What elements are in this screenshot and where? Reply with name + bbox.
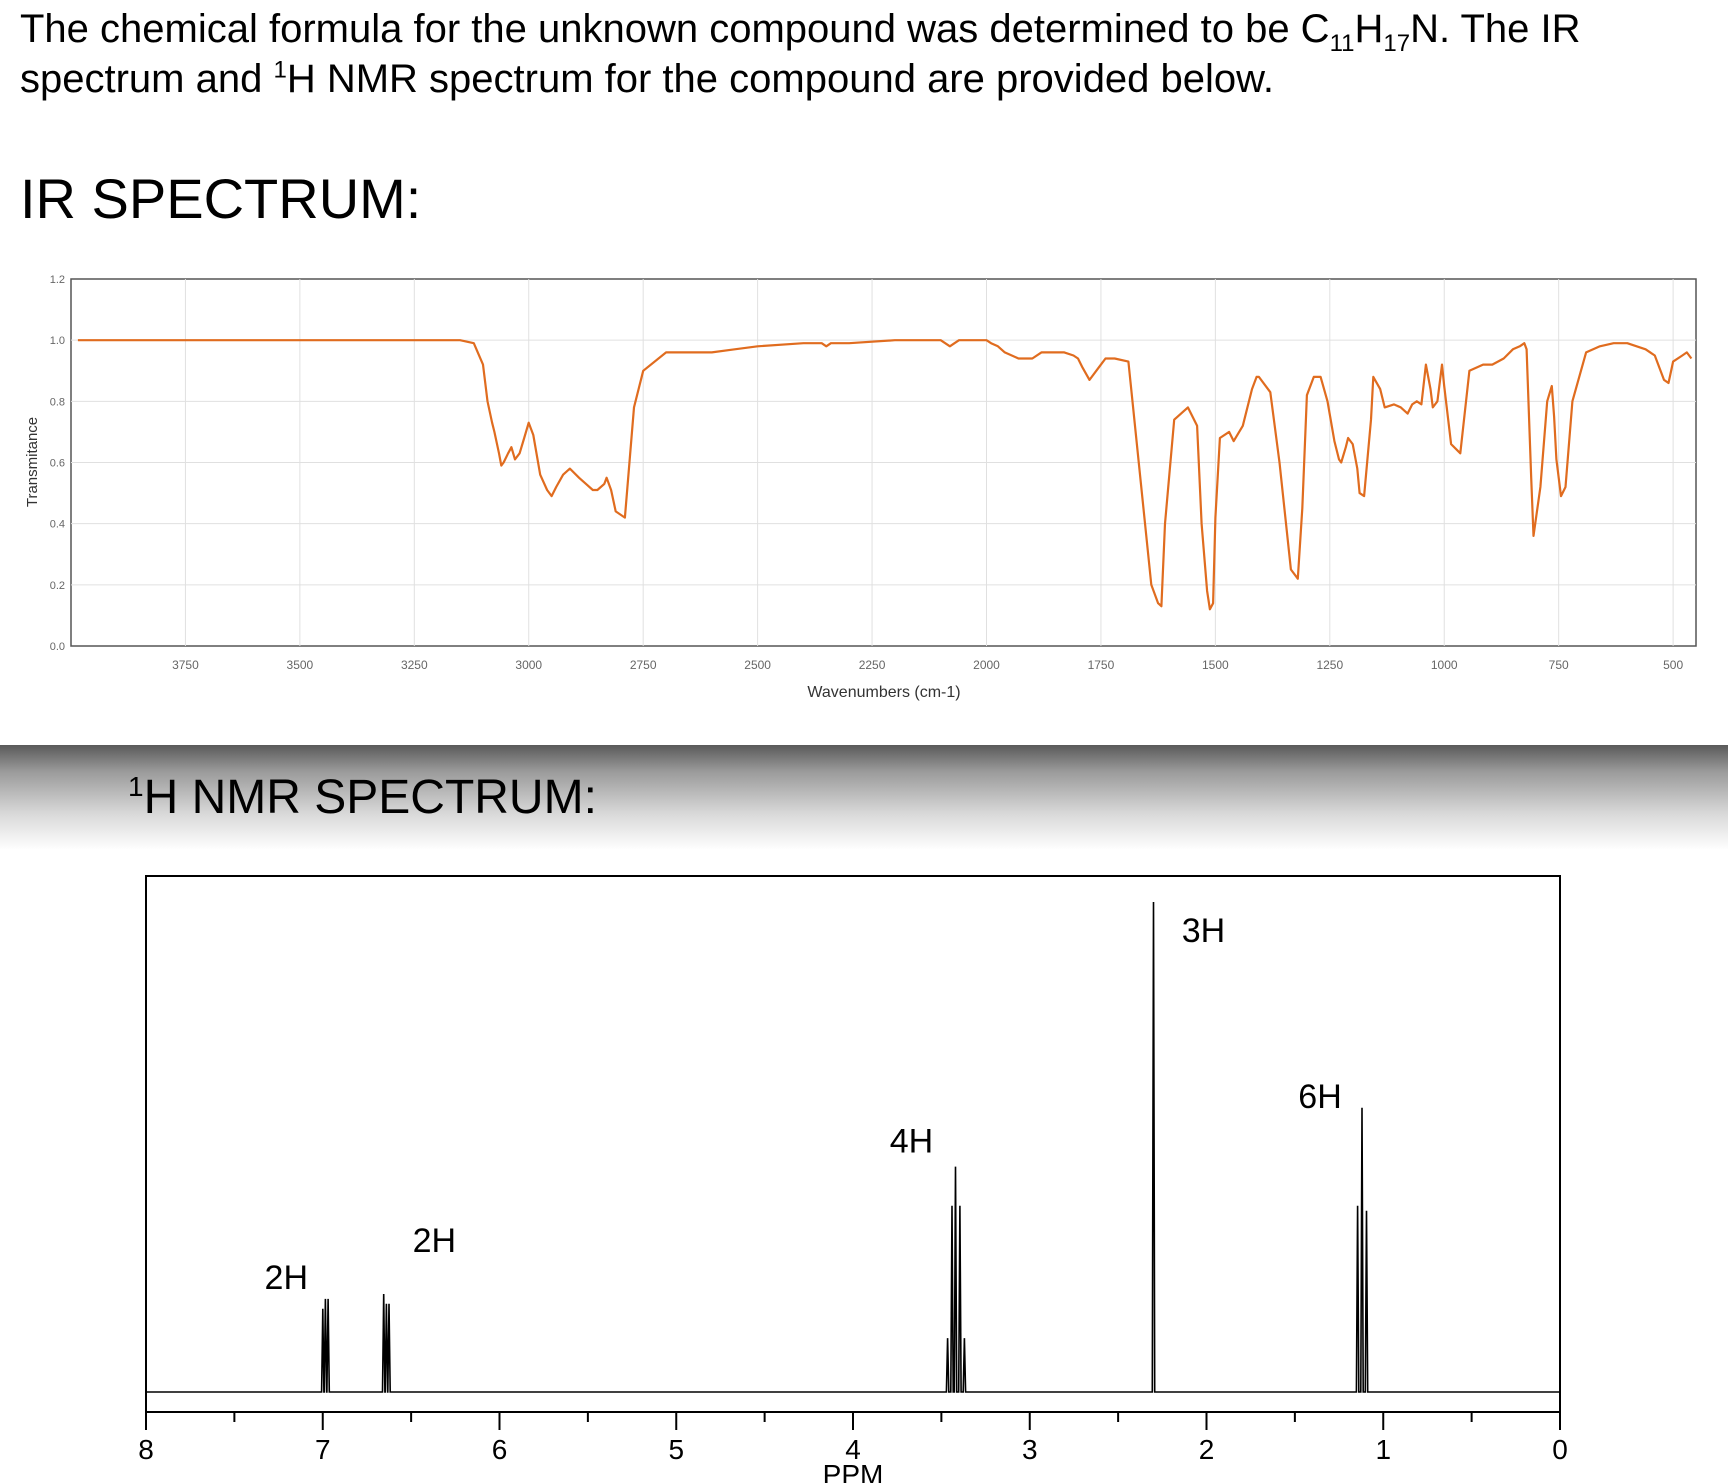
ir-grid bbox=[71, 279, 1696, 646]
ir-x-axis-label: Wavenumbers (cm-1) bbox=[807, 684, 960, 701]
ir-x-tick-label: 2500 bbox=[744, 658, 771, 672]
ir-x-tick-label: 2750 bbox=[630, 658, 657, 672]
ir-heading: IR SPECTRUM: bbox=[20, 167, 422, 230]
nmr-peak-label: 4H bbox=[890, 1123, 933, 1161]
nmr-heading-text: H NMR SPECTRUM: bbox=[143, 771, 597, 824]
nmr-spectrum-line bbox=[146, 901, 1560, 1393]
ir-y-tick-label: 0.4 bbox=[50, 519, 65, 531]
nmr-x-tick-label: 4 bbox=[845, 1434, 861, 1465]
intro-text-a: The chemical formula for the unknown com… bbox=[20, 7, 1330, 51]
ir-x-tick-label: 1750 bbox=[1088, 658, 1115, 672]
intro-hydrogen-count: 17 bbox=[1383, 30, 1411, 57]
ir-y-tick-label: 0.6 bbox=[50, 458, 65, 470]
nmr-x-tick-label: 5 bbox=[668, 1434, 684, 1465]
nmr-x-tick-label: 6 bbox=[492, 1434, 508, 1465]
nmr-x-tick-label: 3 bbox=[1022, 1434, 1038, 1465]
nmr-heading-superscript: 1 bbox=[128, 771, 144, 802]
nmr-plot-frame bbox=[145, 875, 1561, 1413]
intro-superscript-one: 1 bbox=[273, 56, 287, 84]
ir-y-tick-label: 1.2 bbox=[50, 274, 65, 286]
nmr-x-tick-label: 2 bbox=[1199, 1434, 1215, 1465]
ir-x-tick-label: 3250 bbox=[401, 658, 428, 672]
ir-y-tick-label: 0.0 bbox=[50, 641, 65, 653]
nmr-x-tick-label: 8 bbox=[138, 1434, 154, 1465]
nmr-chart: 8 7 6 5 4 3 2 1 0 2H 2H 4H 3H 6H PPM bbox=[138, 875, 1568, 1483]
nmr-x-axis-label: PPM bbox=[823, 1459, 884, 1483]
nmr-peak-label: 2H bbox=[413, 1222, 456, 1260]
ir-chart: 0.0 0.2 0.4 0.6 0.8 1.0 1.2 3750 3500 3250 3000 27… bbox=[24, 274, 1697, 701]
ir-x-ticks: 3750 3500 3250 3000 2750 2500 2250 2000 1750 1500… bbox=[172, 658, 1683, 672]
ir-y-axis-label: Transmitance bbox=[24, 417, 41, 507]
intro-text-d: H NMR spectrum for the compound are prov… bbox=[286, 57, 1274, 101]
nmr-x-tick-label: 0 bbox=[1552, 1434, 1568, 1465]
ir-series-line bbox=[77, 339, 1693, 611]
ir-x-tick-label: 1500 bbox=[1202, 658, 1229, 672]
nmr-x-ticks: 8 7 6 5 4 3 2 1 0 bbox=[138, 1412, 1568, 1465]
ir-y-tick-label: 1.0 bbox=[50, 335, 65, 347]
nmr-x-tick-label: 7 bbox=[315, 1434, 331, 1465]
nmr-peak-labels: 2H 2H 4H 3H 6H bbox=[265, 912, 1342, 1297]
ir-y-tick-label: 0.8 bbox=[50, 396, 65, 408]
section-separator bbox=[0, 745, 1728, 850]
nmr-heading: 1H NMR SPECTRUM: bbox=[128, 770, 597, 825]
ir-x-tick-label: 1250 bbox=[1316, 658, 1343, 672]
ir-x-tick-label: 3750 bbox=[172, 658, 199, 672]
ir-y-tick-label: 0.2 bbox=[50, 580, 65, 592]
ir-x-tick-label: 3000 bbox=[515, 658, 542, 672]
ir-x-tick-label: 750 bbox=[1549, 658, 1569, 672]
intro-carbon-count: 11 bbox=[1329, 30, 1355, 57]
nmr-x-tick-label: 1 bbox=[1375, 1434, 1391, 1465]
ir-x-tick-label: 2250 bbox=[859, 658, 886, 672]
ir-x-tick-label: 2000 bbox=[973, 658, 1000, 672]
nmr-peak-label: 3H bbox=[1182, 912, 1225, 950]
intro-text-c: N. The IR spectrum and bbox=[20, 7, 1581, 101]
nmr-peak-label: 6H bbox=[1298, 1078, 1341, 1116]
ir-x-tick-label: 500 bbox=[1663, 658, 1683, 672]
nmr-peak-label: 2H bbox=[265, 1259, 308, 1297]
ir-x-tick-label: 3500 bbox=[287, 658, 314, 672]
intro-text-b: H bbox=[1354, 7, 1384, 51]
problem-statement: The chemical formula for the unknown com… bbox=[20, 4, 1720, 104]
ir-y-ticks: 0.0 0.2 0.4 0.6 0.8 1.0 1.2 bbox=[50, 274, 65, 653]
ir-x-tick-label: 1000 bbox=[1431, 658, 1458, 672]
